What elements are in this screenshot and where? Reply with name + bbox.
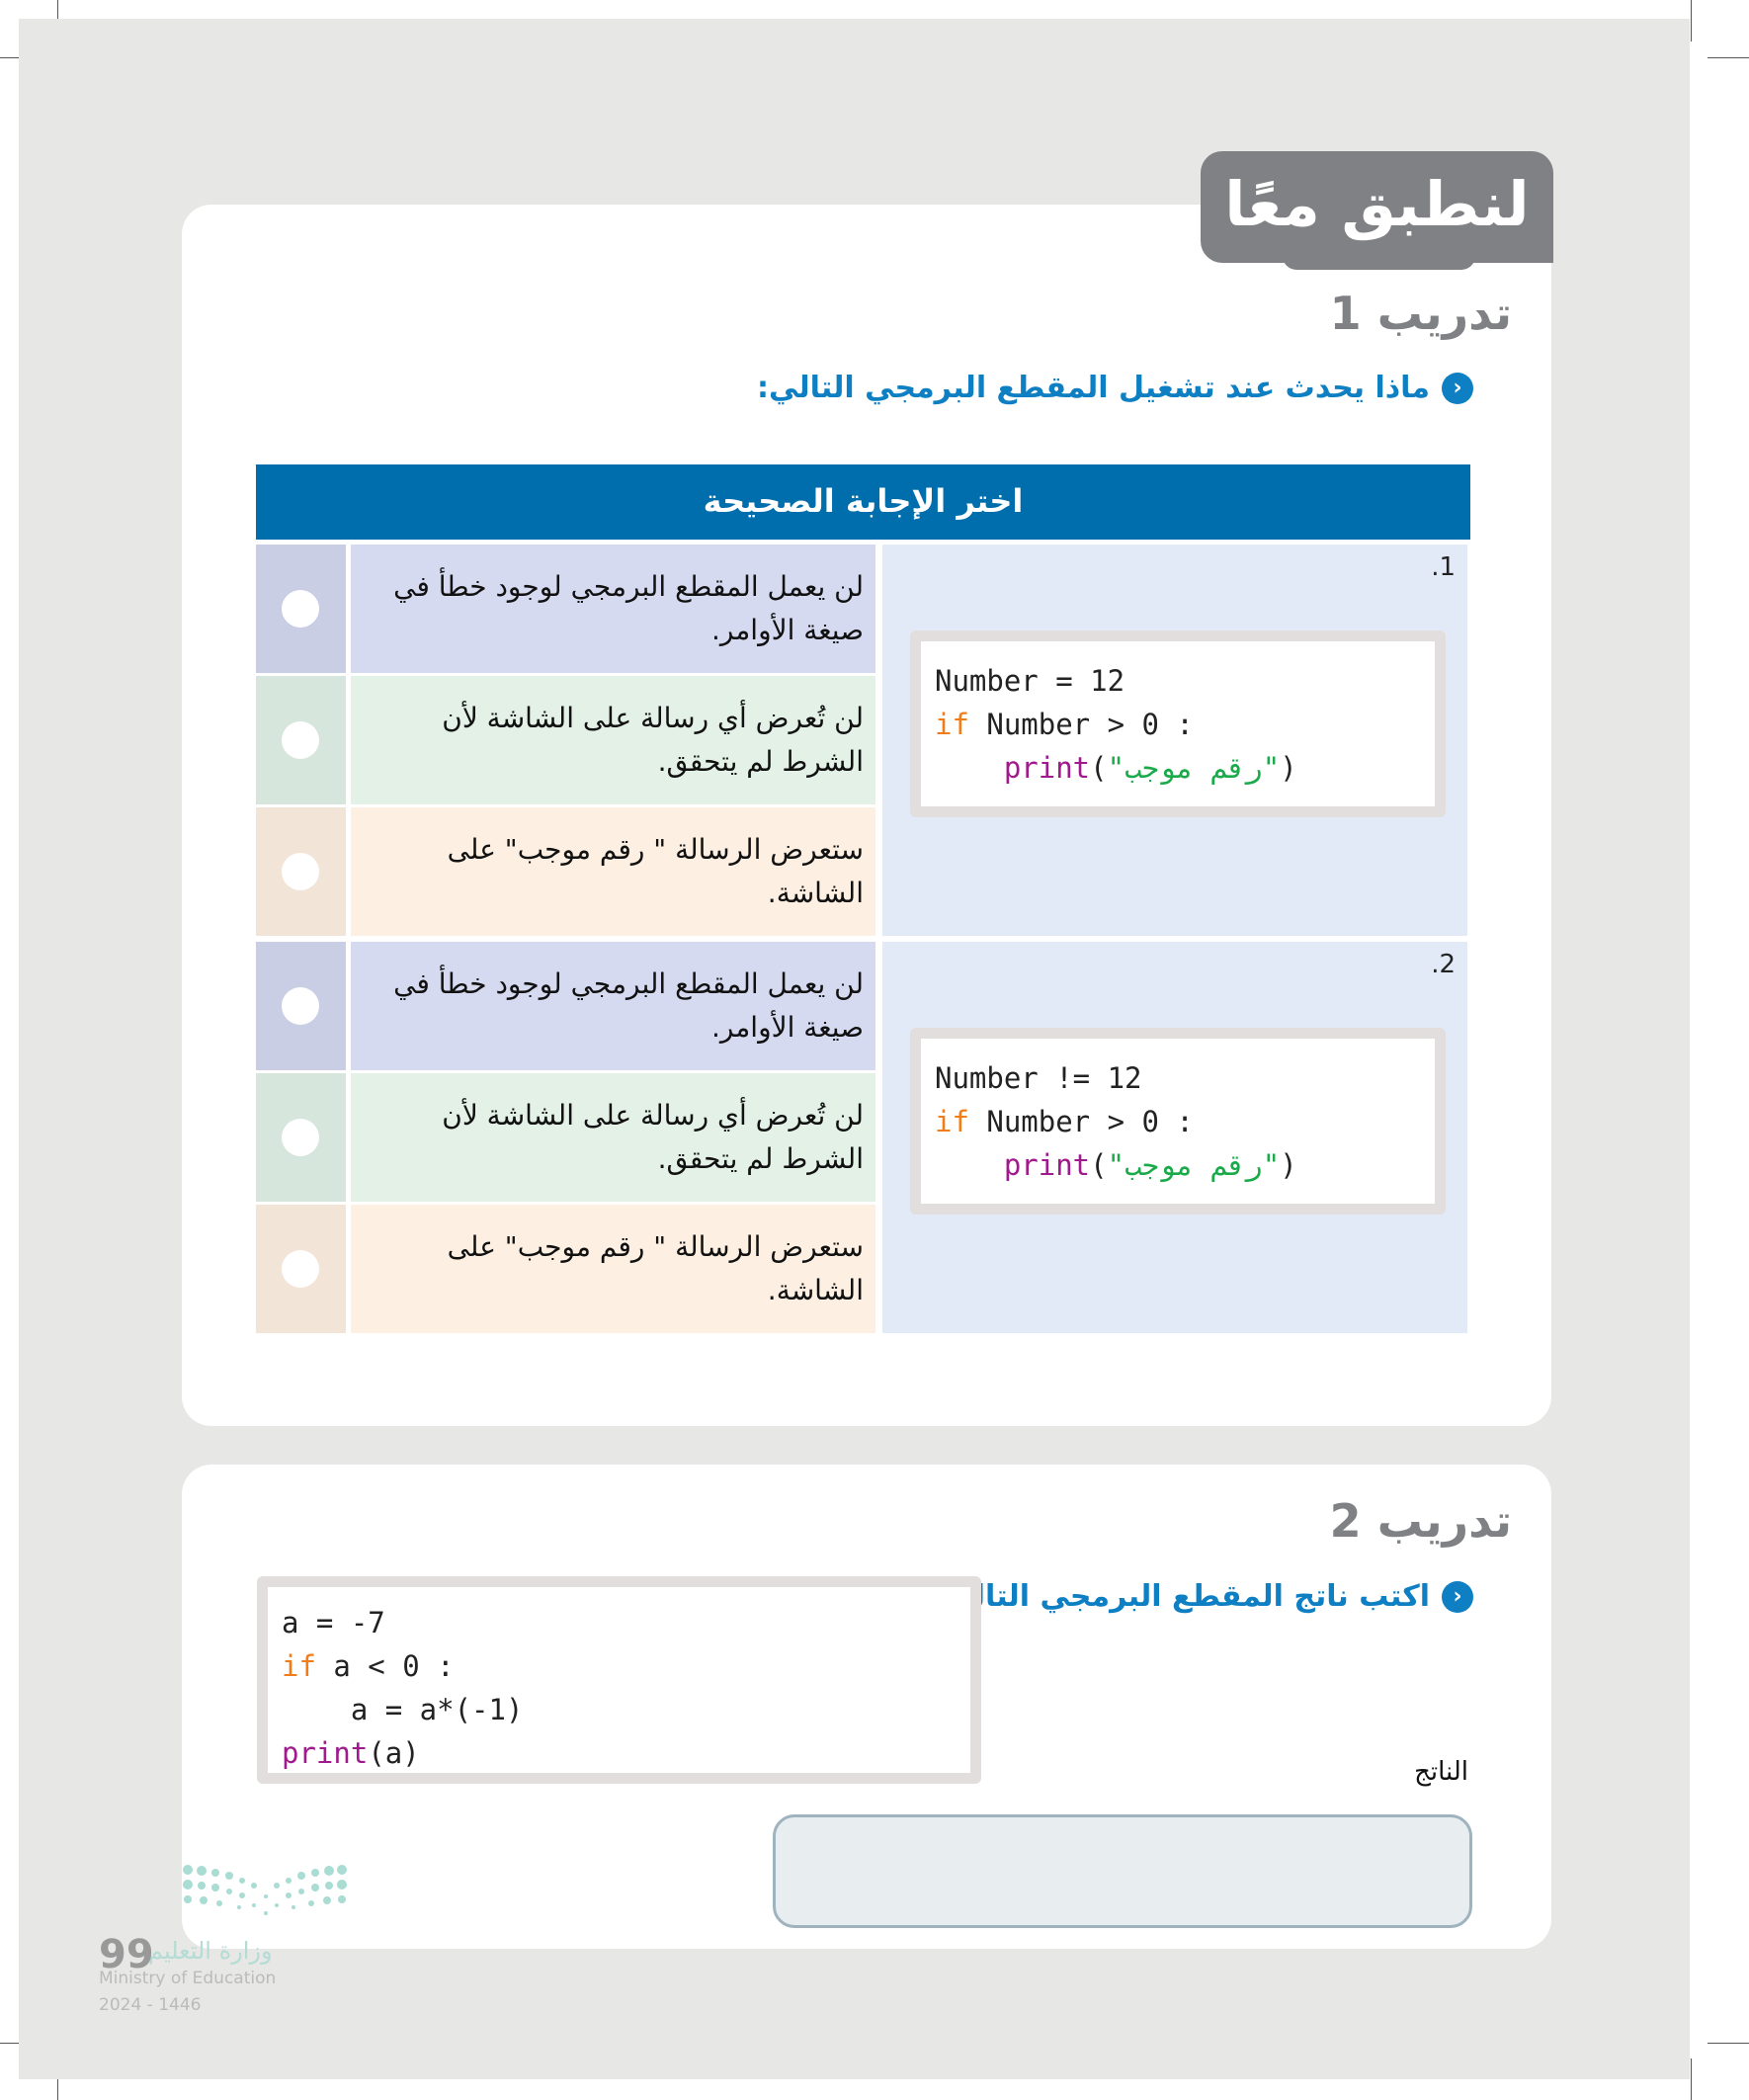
option-text: لن يعمل المقطع البرمجي لوجود خطأ في صيغة… [393,570,864,646]
code-line: if Number > 0 : [935,708,1194,741]
code-line: print(a) [282,1736,420,1770]
ministry-logo [182,1864,350,1922]
code-line: if a < 0 : [282,1649,455,1683]
code-block-3: a = -7 if a < 0 : a = a*(-1) print(a) [257,1576,981,1784]
code-line: Number = 12 [935,664,1125,698]
ministry-dots-icon [183,1865,347,1915]
code-line: print("رقم موجب") [1003,751,1297,785]
exercise2-title: تدريب 2 [1329,1494,1512,1548]
radio-button[interactable] [256,807,346,936]
question-number: .2 [1431,950,1456,979]
ministry-name-ar: وزارة التعليم [148,1937,273,1965]
code-line: a = -7 [282,1606,385,1639]
code-line: Number != 12 [935,1061,1142,1095]
option-2a[interactable]: لن يعمل المقطع البرمجي لوجود خطأ في صيغة… [256,942,875,1070]
edition-year: 2024 - 1446 [99,1995,202,2015]
radio-button[interactable] [256,545,346,673]
exercise1-question: ‹ ماذا يحدث عند تشغيل المقطع البرمجي الت… [757,371,1473,405]
code-line: if Number > 0 : [935,1105,1194,1138]
option-text: لن تُعرض أي رسالة على الشاشة لأن الشرط ل… [442,702,864,778]
option-2c[interactable]: ستعرض الرسالة " رقم موجب" على الشاشة. [256,1205,875,1333]
ministry-name-en: Ministry of Education [99,1969,277,1988]
output-answer-field[interactable] [773,1814,1472,1928]
option-text: لن يعمل المقطع البرمجي لوجود خطأ في صيغة… [393,967,864,1044]
section-tab: لنطبق معًا [1201,151,1553,263]
radio-button[interactable] [256,676,346,804]
table-header: اختر الإجابة الصحيحة [256,464,1470,540]
option-text: ستعرض الرسالة " رقم موجب" على الشاشة. [447,833,864,909]
option-1b[interactable]: لن تُعرض أي رسالة على الشاشة لأن الشرط ل… [256,676,875,804]
code-block-1: Number = 12 if Number > 0 : print("رقم مو… [910,630,1446,817]
code-block-2: Number != 12 if Number > 0 : print("رقم م… [910,1028,1446,1215]
option-text: لن تُعرض أي رسالة على الشاشة لأن الشرط ل… [442,1099,864,1175]
exercise2-question: ‹ اكتب ناتج المقطع البرمجي التالي: [932,1579,1473,1614]
radio-button[interactable] [256,1073,346,1202]
chevron-left-icon: ‹ [1442,1580,1473,1613]
option-1a[interactable]: لن يعمل المقطع البرمجي لوجود خطأ في صيغة… [256,545,875,673]
option-2b[interactable]: لن تُعرض أي رسالة على الشاشة لأن الشرط ل… [256,1073,875,1202]
radio-button[interactable] [256,1205,346,1333]
page-number: 99 [99,1932,154,1977]
chevron-left-icon: ‹ [1442,372,1473,404]
code-line: print("رقم موجب") [1003,1148,1297,1182]
option-1c[interactable]: ستعرض الرسالة " رقم موجب" على الشاشة. [256,807,875,936]
radio-button[interactable] [256,942,346,1070]
question-number: .1 [1431,552,1456,582]
question-text: ماذا يحدث عند تشغيل المقطع البرمجي التال… [756,371,1430,405]
question-text: اكتب ناتج المقطع البرمجي التالي: [932,1579,1430,1614]
option-text: ستعرض الرسالة " رقم موجب" على الشاشة. [447,1230,864,1306]
output-label: الناتج [1414,1757,1468,1787]
exercise1-title: تدريب 1 [1329,287,1512,340]
code-line: a = a*(-1) [282,1693,524,1726]
